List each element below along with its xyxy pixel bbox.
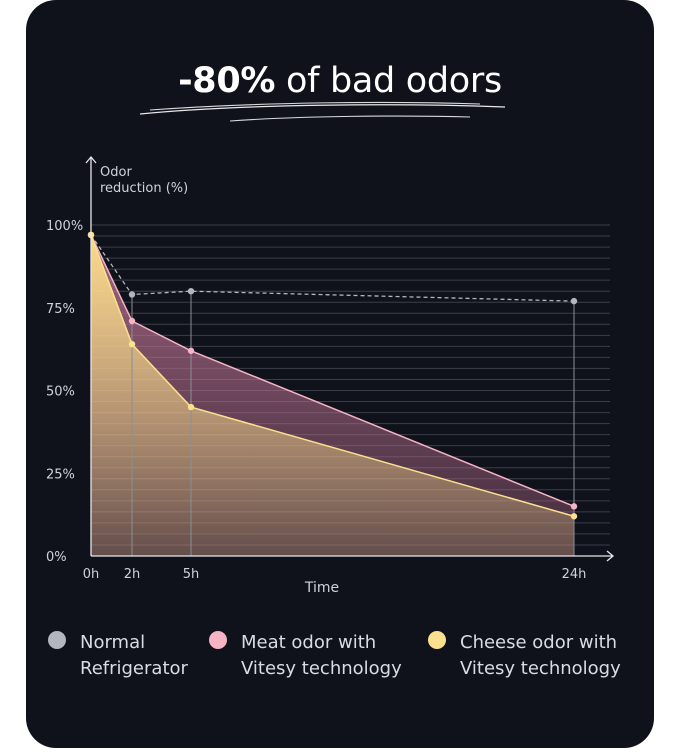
legend-dot-normal xyxy=(48,631,66,649)
x-axis-arrow xyxy=(606,550,615,562)
headline-underline xyxy=(139,101,506,122)
x-tick-label: 24h xyxy=(562,567,587,582)
meat-point xyxy=(187,347,195,354)
normal-point xyxy=(128,291,136,298)
series-areas xyxy=(91,234,574,556)
legend-dot-cheese xyxy=(428,631,446,649)
meat-point xyxy=(570,503,578,510)
legend-item-normal: Normal Refrigerator xyxy=(48,630,188,682)
y-axis-arrow xyxy=(85,155,97,164)
y-axis-label: reduction (%) xyxy=(100,181,188,196)
legend: Normal Refrigerator Meat odor with Vites… xyxy=(0,630,680,690)
legend-item-meat: Meat odor with Vitesy technology xyxy=(209,630,402,682)
meat-point xyxy=(128,317,136,325)
series-lines xyxy=(90,234,575,518)
cheese-point xyxy=(570,513,578,520)
headline-highlight: -80% xyxy=(178,61,276,101)
x-tick-label: 5h xyxy=(183,567,200,582)
y-tick-label: 50% xyxy=(46,385,75,400)
normal-point xyxy=(570,297,578,305)
legend-label-meat: Meat odor with Vitesy technology xyxy=(241,632,402,679)
cheese-area xyxy=(91,234,574,556)
headline-text: of bad odors xyxy=(275,61,502,101)
data-points xyxy=(87,231,578,520)
legend-label-cheese: Cheese odor with Vitesy technology xyxy=(460,632,621,679)
y-tick-label: 25% xyxy=(46,467,75,482)
x-tick-label: 0h xyxy=(83,567,100,582)
legend-dot-meat xyxy=(209,631,227,649)
normal-point xyxy=(187,288,195,295)
y-tick-label: 0% xyxy=(46,550,67,565)
cheese-point xyxy=(128,340,136,348)
headline: -80% of bad odors xyxy=(0,56,680,106)
legend-item-cheese: Cheese odor with Vitesy technology xyxy=(428,630,621,682)
y-tick-label: 75% xyxy=(46,302,75,317)
y-tick-label: 100% xyxy=(46,219,83,234)
legend-label-normal: Normal Refrigerator xyxy=(80,632,188,679)
meat-line xyxy=(90,234,575,508)
x-tick-label: 2h xyxy=(124,567,141,582)
normal-line xyxy=(90,234,575,302)
cheese-line xyxy=(90,234,575,518)
x-axis-label: Time xyxy=(304,580,339,596)
cheese-point xyxy=(187,403,195,411)
axes xyxy=(85,155,615,562)
y-axis-label: Odor xyxy=(100,165,132,180)
